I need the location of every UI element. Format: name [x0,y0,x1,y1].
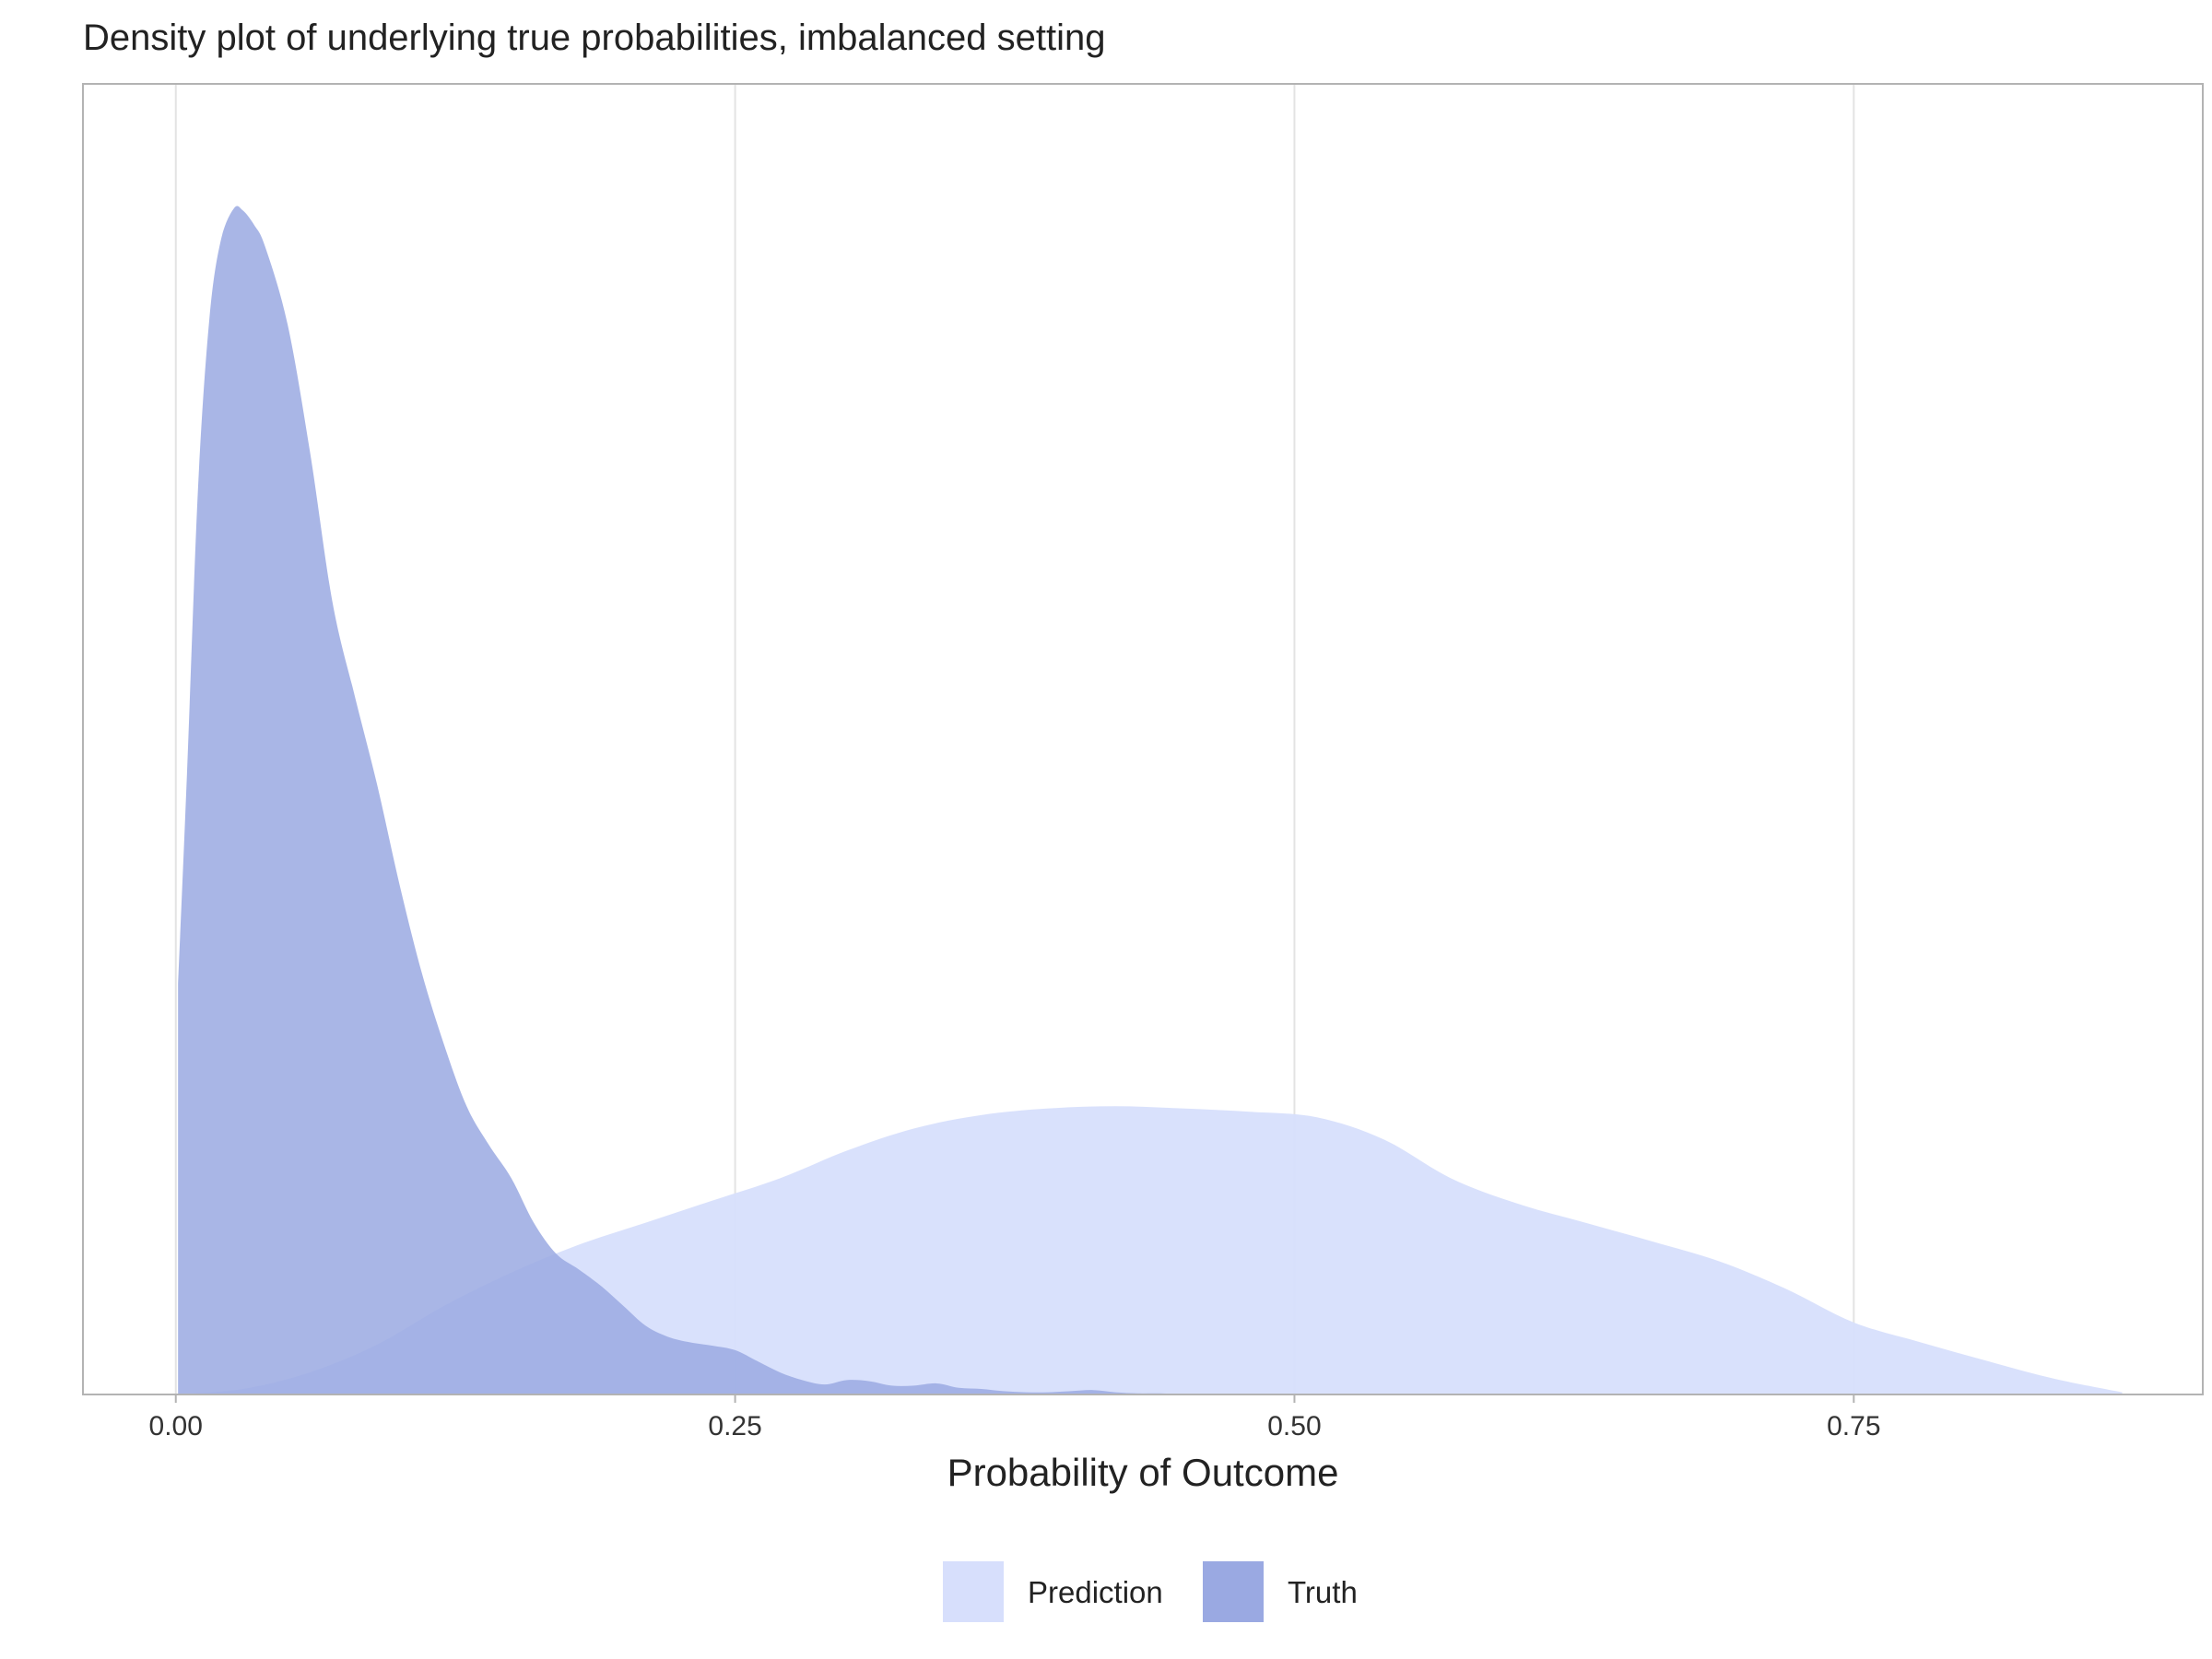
legend-key-truth [1203,1561,1264,1622]
legend-key-prediction [943,1561,1004,1622]
x-tick-label-2: 0.50 [1267,1411,1321,1441]
legend: Prediction Truth [943,1561,1358,1622]
density-areas [175,206,2123,1395]
x-axis-ticks: 0.00 0.25 0.50 0.75 [149,1394,1881,1441]
density-area-prediction [175,1106,2123,1394]
legend-label-truth: Truth [1288,1575,1358,1609]
x-tick-label-1: 0.25 [708,1411,761,1441]
density-area-truth [178,206,1183,1395]
plot-border [82,83,2204,1395]
legend-label-prediction: Prediction [1028,1575,1163,1609]
x-tick-label-0: 0.00 [149,1411,203,1441]
chart-title: Density plot of underlying true probabil… [83,18,1106,58]
x-tick-label-3: 0.75 [1827,1411,1880,1441]
x-axis-label: Probability of Outcome [947,1451,1339,1494]
